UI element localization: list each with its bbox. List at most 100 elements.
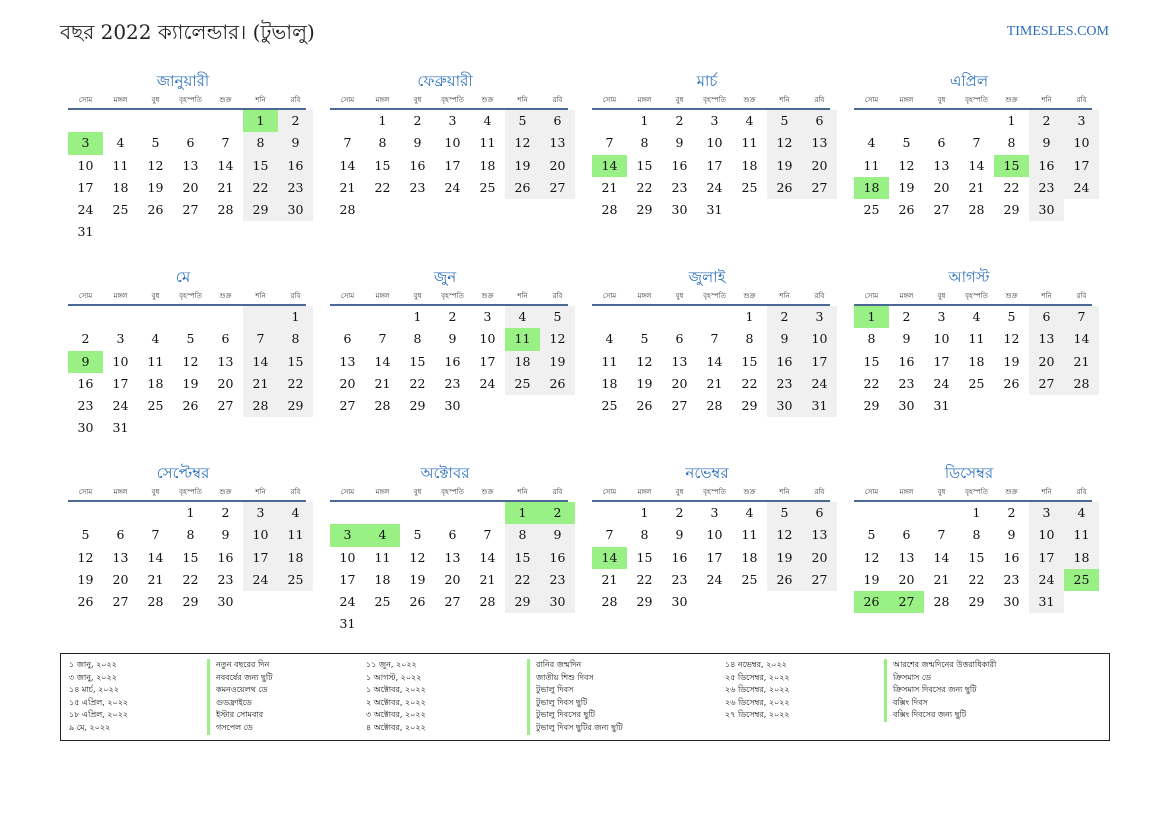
day-cell[interactable]: 2: [413, 113, 422, 128]
day-cell[interactable]: 7: [937, 527, 946, 543]
day-cell[interactable]: 30: [217, 594, 234, 610]
day-cell[interactable]: 9: [278, 132, 313, 155]
day-cell[interactable]: 29: [505, 591, 540, 614]
day-cell[interactable]: 23: [409, 179, 426, 195]
day-cell[interactable]: 2: [767, 306, 802, 329]
day-cell[interactable]: 26: [77, 594, 94, 610]
day-cell[interactable]: 18: [479, 157, 496, 173]
day-cell[interactable]: 8: [413, 331, 422, 347]
day-cell[interactable]: 14: [1064, 328, 1099, 351]
day-cell[interactable]: 22: [409, 375, 426, 391]
day-cell[interactable]: 17: [243, 546, 278, 569]
day-cell[interactable]: 20: [217, 375, 234, 391]
day-cell[interactable]: 30: [278, 199, 313, 222]
day-cell[interactable]: 31: [112, 420, 129, 436]
day-cell[interactable]: 4: [505, 306, 540, 329]
day-cell[interactable]: 9: [68, 350, 103, 373]
day-cell[interactable]: 10: [339, 549, 356, 565]
day-cell[interactable]: 1: [378, 113, 387, 128]
day-cell[interactable]: 10: [706, 527, 723, 543]
day-cell[interactable]: 5: [767, 502, 802, 525]
day-cell[interactable]: 27: [802, 176, 837, 200]
day-cell[interactable]: 15: [636, 549, 653, 565]
day-cell[interactable]: 26: [409, 594, 426, 610]
day-cell[interactable]: 9: [1007, 527, 1016, 543]
day-cell[interactable]: 31: [802, 395, 837, 418]
day-cell[interactable]: 2: [448, 309, 457, 324]
day-cell[interactable]: 20: [802, 546, 837, 569]
day-cell[interactable]: 20: [898, 571, 915, 587]
day-cell[interactable]: 2: [902, 309, 911, 324]
day-cell[interactable]: 21: [374, 375, 391, 391]
day-cell[interactable]: 23: [444, 375, 461, 391]
day-cell[interactable]: 6: [540, 110, 575, 133]
day-cell[interactable]: 29: [863, 398, 880, 414]
day-cell[interactable]: 15: [409, 353, 426, 369]
day-cell[interactable]: 25: [968, 375, 985, 391]
day-cell[interactable]: 15: [968, 549, 985, 565]
day-cell[interactable]: 3: [448, 113, 457, 128]
day-cell[interactable]: 23: [671, 179, 688, 195]
day-cell[interactable]: 14: [374, 353, 391, 369]
day-cell[interactable]: 22: [636, 179, 653, 195]
day-cell[interactable]: 31: [1029, 591, 1064, 614]
day-cell[interactable]: 15: [374, 157, 391, 173]
day-cell[interactable]: 26: [1003, 375, 1020, 391]
day-cell[interactable]: 30: [77, 420, 94, 436]
day-cell[interactable]: 1: [243, 110, 278, 133]
day-cell[interactable]: 27: [802, 568, 837, 592]
day-cell[interactable]: 10: [444, 135, 461, 151]
day-cell[interactable]: 16: [1003, 549, 1020, 565]
day-cell[interactable]: 10: [1064, 132, 1099, 155]
day-cell[interactable]: 22: [278, 372, 313, 396]
day-cell[interactable]: 11: [147, 353, 164, 369]
day-cell[interactable]: 3: [243, 502, 278, 525]
day-cell[interactable]: 17: [933, 353, 950, 369]
day-cell[interactable]: 22: [1003, 179, 1020, 195]
day-cell[interactable]: 24: [339, 594, 356, 610]
day-cell[interactable]: 28: [374, 398, 391, 414]
day-cell[interactable]: 26: [147, 202, 164, 218]
day-cell[interactable]: 17: [706, 549, 723, 565]
day-cell[interactable]: 13: [217, 353, 234, 369]
day-cell[interactable]: 8: [972, 527, 981, 543]
day-cell[interactable]: 25: [278, 568, 313, 592]
day-cell[interactable]: 29: [968, 594, 985, 610]
day-cell[interactable]: 23: [898, 375, 915, 391]
day-cell[interactable]: 19: [505, 154, 540, 177]
day-cell[interactable]: 25: [374, 594, 391, 610]
day-cell[interactable]: 12: [1003, 331, 1020, 347]
day-cell[interactable]: 6: [343, 331, 352, 347]
day-cell[interactable]: 18: [601, 375, 618, 391]
day-cell[interactable]: 15: [636, 157, 653, 173]
day-cell[interactable]: 20: [802, 154, 837, 177]
day-cell[interactable]: 16: [767, 350, 802, 373]
day-cell[interactable]: 28: [968, 202, 985, 218]
day-cell[interactable]: 24: [933, 375, 950, 391]
day-cell[interactable]: 30: [671, 594, 688, 610]
day-cell[interactable]: 6: [116, 527, 125, 543]
day-cell[interactable]: 14: [243, 350, 278, 373]
day-cell[interactable]: 11: [863, 157, 880, 173]
day-cell[interactable]: 25: [741, 571, 758, 587]
day-cell[interactable]: 14: [217, 157, 234, 173]
day-cell[interactable]: 13: [182, 157, 199, 173]
day-cell[interactable]: 13: [671, 353, 688, 369]
day-cell[interactable]: 29: [636, 202, 653, 218]
day-cell[interactable]: 27: [671, 398, 688, 414]
day-cell[interactable]: 28: [601, 202, 618, 218]
day-cell[interactable]: 9: [448, 331, 457, 347]
day-cell[interactable]: 26: [767, 176, 802, 200]
day-cell[interactable]: 21: [217, 179, 234, 195]
day-cell[interactable]: 8: [243, 132, 278, 155]
day-cell[interactable]: 16: [217, 549, 234, 565]
day-cell[interactable]: 19: [77, 571, 94, 587]
day-cell[interactable]: 8: [1007, 135, 1016, 151]
day-cell[interactable]: 16: [671, 549, 688, 565]
day-cell[interactable]: 28: [1064, 372, 1099, 396]
day-cell[interactable]: 3: [1064, 110, 1099, 133]
day-cell[interactable]: 15: [278, 350, 313, 373]
day-cell[interactable]: 3: [937, 309, 946, 324]
day-cell[interactable]: 18: [505, 350, 540, 373]
day-cell[interactable]: 24: [479, 375, 496, 391]
